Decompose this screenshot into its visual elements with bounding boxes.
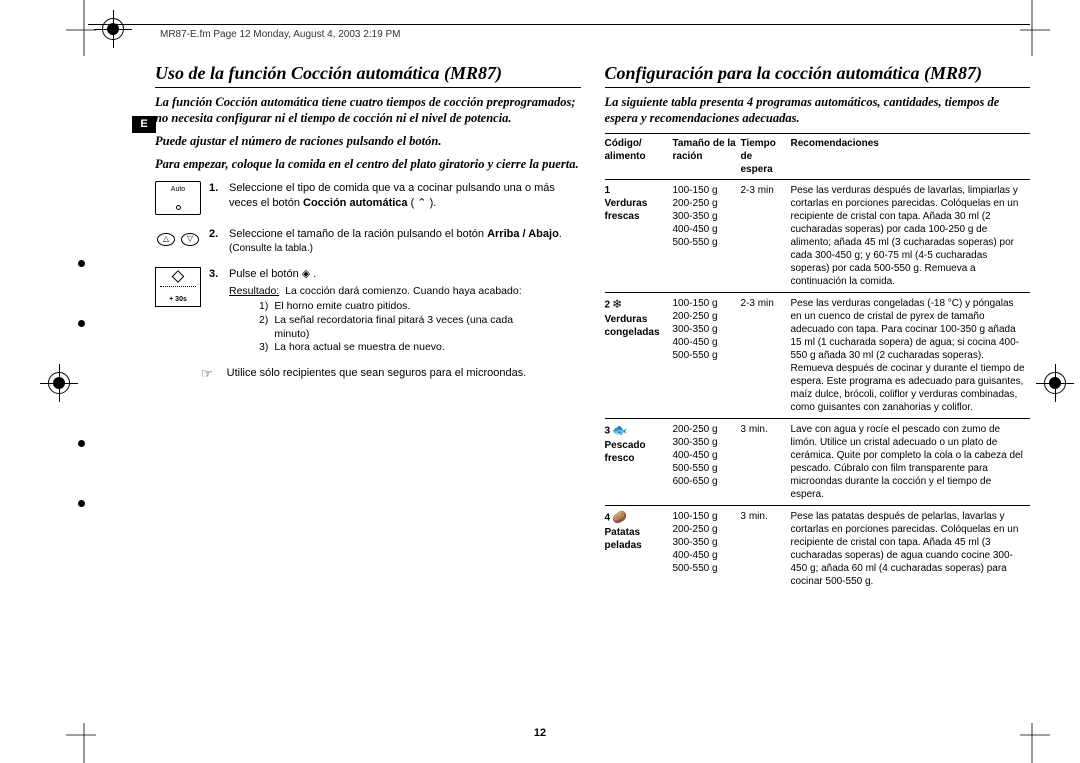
- result-label: Resultado:: [229, 284, 279, 298]
- step2-text-b: .: [559, 228, 562, 240]
- table-row: 1Verdurasfrescas100-150 g200-250 g300-35…: [605, 180, 1031, 293]
- table-row: 2❄Verdurascongeladas100-150 g200-250 g30…: [605, 293, 1031, 419]
- th-rec: Recomendaciones: [791, 134, 1031, 180]
- settings-table: Código/alimento Tamaño de laración Tiemp…: [605, 133, 1031, 592]
- sub3-t: La hora actual se muestra de nuevo.: [274, 341, 444, 355]
- reg-mark-left: [48, 372, 70, 394]
- language-tab: E: [132, 116, 156, 133]
- left-column: Uso de la función Cocción automática (MR…: [155, 63, 581, 733]
- step1-bold: Cocción automática: [303, 197, 408, 209]
- frame-header-rule: [88, 24, 1030, 25]
- table-row: 4🥔Patataspeladas100-150 g200-250 g300-35…: [605, 506, 1031, 593]
- sub2-t: La señal recordatoria final pitará 3 vec…: [274, 314, 529, 341]
- cell-size: 100-150 g200-250 g300-350 g400-450 g500-…: [673, 506, 741, 593]
- cell-code: 1Verdurasfrescas: [605, 180, 673, 293]
- crop-top-right: [1020, 0, 1050, 56]
- note: ☞ Utilice sólo recipientes que sean segu…: [155, 367, 581, 380]
- sub1-n: 1): [259, 300, 268, 314]
- left-intro-3: Para empezar, coloque la comida en el ce…: [155, 156, 581, 173]
- table-row: 3🐟Pescadofresco200-250 g300-350 g400-450…: [605, 419, 1031, 506]
- step2-number: 2.: [209, 227, 218, 242]
- th-wait: Tiempo deespera: [741, 134, 791, 180]
- cell-rec: Lave con agua y rocíe el pescado con zum…: [791, 419, 1031, 506]
- cell-wait: 3 min.: [741, 506, 791, 593]
- left-title: Uso de la función Cocción automática (MR…: [155, 63, 581, 88]
- cell-size: 100-150 g200-250 g300-350 g400-450 g500-…: [673, 293, 741, 419]
- cell-size: 200-250 g300-350 g400-450 g500-550 g600-…: [673, 419, 741, 506]
- left-intro-2: Puede ajustar el número de raciones puls…: [155, 133, 581, 150]
- down-button-icon: ▽: [181, 233, 199, 246]
- step-1: Auto 1. Seleccione el tipo de comida que…: [155, 181, 581, 215]
- reg-mark-top-left: [102, 18, 124, 40]
- food-icon: 🥔: [612, 510, 627, 526]
- sub2-n: 2): [259, 314, 268, 341]
- left-intro-1: La función Cocción automática tiene cuat…: [155, 94, 581, 128]
- sub3-n: 3): [259, 341, 268, 355]
- cell-rec: Pese las patatas después de pelarlas, la…: [791, 506, 1031, 593]
- right-title: Configuración para la cocción automática…: [605, 63, 1031, 88]
- th-size: Tamaño de laración: [673, 134, 741, 180]
- step2-sub: (Consulte la tabla.): [229, 242, 581, 256]
- step3-text-a: Pulse el botón: [229, 268, 302, 280]
- auto-label: Auto: [171, 185, 185, 194]
- cell-size: 100-150 g200-250 g300-350 g400-450 g500-…: [673, 180, 741, 293]
- step-3: + 30s 3. Pulse el botón ◈ . Resultado: L…: [155, 267, 581, 355]
- right-column: Configuración para la cocción automática…: [605, 63, 1031, 733]
- side-dots-left: [78, 0, 86, 763]
- plus30s-label: + 30s: [156, 295, 200, 304]
- page-body: Uso de la función Cocción automática (MR…: [155, 63, 1030, 733]
- step3-text-b: .: [310, 268, 316, 280]
- steps-list: Auto 1. Seleccione el tipo de comida que…: [155, 181, 581, 355]
- page-number: 12: [0, 727, 1080, 739]
- cell-code: 2❄Verdurascongeladas: [605, 293, 673, 419]
- step2-text-a: Seleccione el tamaño de la ración pulsan…: [229, 228, 487, 240]
- sub1-t: El horno emite cuatro pitidos.: [274, 300, 410, 314]
- cell-code: 3🐟Pescadofresco: [605, 419, 673, 506]
- step2-bold: Arriba / Abajo: [487, 228, 559, 240]
- note-icon: ☞: [201, 367, 213, 380]
- th-code: Código/alimento: [605, 134, 673, 180]
- step1-text-b: ( ⌃ ).: [408, 197, 437, 209]
- cell-rec: Pese las verduras congeladas (-18 °C) y …: [791, 293, 1031, 419]
- cell-code: 4🥔Patataspeladas: [605, 506, 673, 593]
- step3-panel-icon: + 30s: [155, 267, 201, 307]
- note-text: Utilice sólo recipientes que sean seguro…: [227, 367, 527, 380]
- cell-wait: 2-3 min: [741, 293, 791, 419]
- step3-sym: ◈: [302, 268, 310, 280]
- cell-wait: 3 min.: [741, 419, 791, 506]
- right-intro: La siguiente tabla presenta 4 programas …: [605, 94, 1031, 128]
- food-icon: ❄: [612, 297, 622, 313]
- step2-panel-icon: △ ▽: [155, 227, 201, 246]
- cell-rec: Pese las verduras después de lavarlas, l…: [791, 180, 1031, 293]
- frame-header-text: MR87-E.fm Page 12 Monday, August 4, 2003…: [160, 29, 401, 40]
- cell-wait: 2-3 min: [741, 180, 791, 293]
- result-text: La cocción dará comienzo. Cuando haya ac…: [285, 284, 521, 298]
- reg-mark-right: [1044, 372, 1066, 394]
- step1-number: 1.: [209, 181, 218, 196]
- step1-panel-icon: Auto: [155, 181, 201, 215]
- food-icon: 🐟: [612, 423, 627, 439]
- step-2: △ ▽ 2. Seleccione el tamaño de la ración…: [155, 227, 581, 255]
- up-button-icon: △: [157, 233, 175, 246]
- step3-number: 3.: [209, 267, 218, 282]
